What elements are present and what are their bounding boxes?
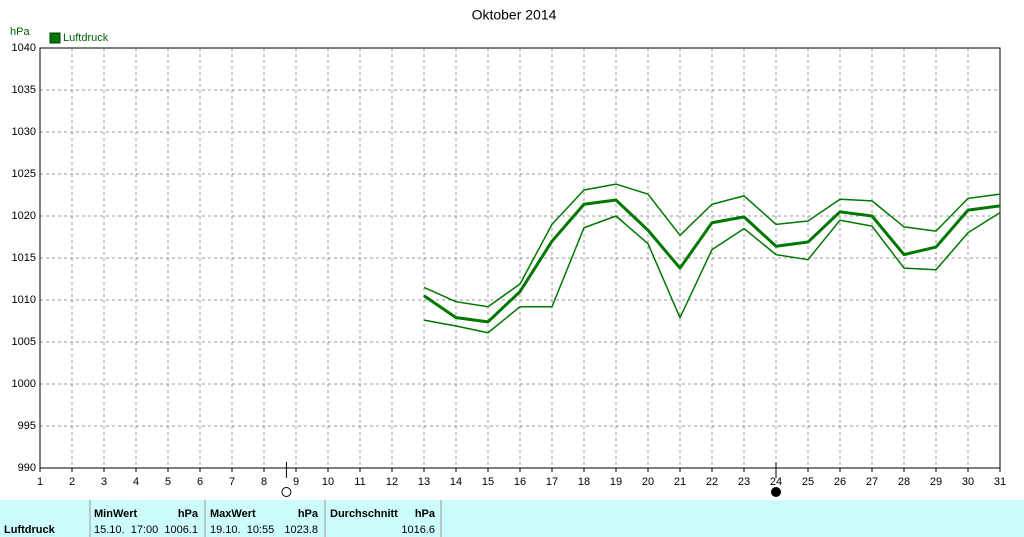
x-tick-label: 9 <box>293 476 299 488</box>
x-tick-label: 19 <box>610 476 622 488</box>
y-tick-label: 1000 <box>12 378 36 390</box>
summary-dividers <box>89 500 442 537</box>
x-tick-label: 24 <box>770 476 782 488</box>
summary-header: MinWert <box>94 508 138 520</box>
x-tick-label: 5 <box>165 476 171 488</box>
x-tick-label: 11 <box>354 476 365 488</box>
x-tick-label: 30 <box>962 476 974 488</box>
summary-value: 1016.6 <box>401 524 435 536</box>
x-tick-label: 20 <box>642 476 654 488</box>
x-tick-label: 14 <box>450 476 462 488</box>
x-tick-label: 15 <box>482 476 494 488</box>
x-tick-label: 13 <box>418 476 430 488</box>
y-tick-label: 1040 <box>12 42 36 54</box>
y-tick-label: 1020 <box>12 210 36 222</box>
plot-frame <box>39 47 1001 469</box>
x-tick-label: 29 <box>930 476 942 488</box>
chart-title: Oktober 2014 <box>472 7 557 23</box>
summary-time: 15.10. 17:00 <box>94 524 158 536</box>
y-tick-label: 1035 <box>12 84 36 96</box>
summary-row-label: Luftdruck <box>4 524 56 536</box>
x-tick-label: 3 <box>101 476 107 488</box>
summary-unit: hPa <box>415 508 436 520</box>
y-tick-label: 990 <box>18 462 36 474</box>
y-tick-label: 1015 <box>12 252 36 264</box>
legend-label: Luftdruck <box>63 32 109 44</box>
x-tick-label: 8 <box>261 476 267 488</box>
x-tick-label: 28 <box>898 476 910 488</box>
x-tick-label: 23 <box>738 476 750 488</box>
summary-header: Durchschnitt <box>330 508 398 520</box>
y-tick-label: 1025 <box>12 168 36 180</box>
x-tick-label: 22 <box>706 476 718 488</box>
line-max <box>423 183 1001 308</box>
summary-unit: hPa <box>298 508 319 520</box>
summary-unit: hPa <box>178 508 199 520</box>
summary-value: 1006.1 <box>164 524 198 536</box>
x-tick-label: 10 <box>322 476 334 488</box>
x-tick-label: 27 <box>866 476 878 488</box>
y-tick-label: 1010 <box>12 294 36 306</box>
y-tick-label: 1005 <box>12 336 36 348</box>
x-tick-label: 17 <box>546 476 558 488</box>
legend-swatch <box>49 32 61 44</box>
x-tick-label: 4 <box>133 476 139 488</box>
y-tick-label: 995 <box>18 420 36 432</box>
x-tick-label: 21 <box>674 476 686 488</box>
y-tick-label: 1030 <box>12 126 36 138</box>
line-values <box>423 198 1001 324</box>
x-tick-label: 1 <box>37 476 43 488</box>
x-tick-label: 7 <box>229 476 235 488</box>
y-axis-label: hPa <box>10 26 30 38</box>
x-tick-label: 12 <box>386 476 398 488</box>
x-tick-label: 26 <box>834 476 846 488</box>
x-tick-label: 6 <box>197 476 203 488</box>
summary-header: MaxWert <box>210 508 256 520</box>
x-tick-label: 25 <box>802 476 814 488</box>
x-tick-label: 18 <box>578 476 590 488</box>
x-tick-label: 31 <box>994 476 1006 488</box>
moon-phase <box>771 487 781 497</box>
x-tick-label: 16 <box>514 476 526 488</box>
x-tick-label: 2 <box>69 476 75 488</box>
summary-time: 19.10. 10:55 <box>210 524 274 536</box>
summary-panel <box>0 500 1024 537</box>
line-min <box>423 212 1001 334</box>
summary-value: 1023.8 <box>284 524 318 536</box>
moon-phase <box>281 487 292 497</box>
